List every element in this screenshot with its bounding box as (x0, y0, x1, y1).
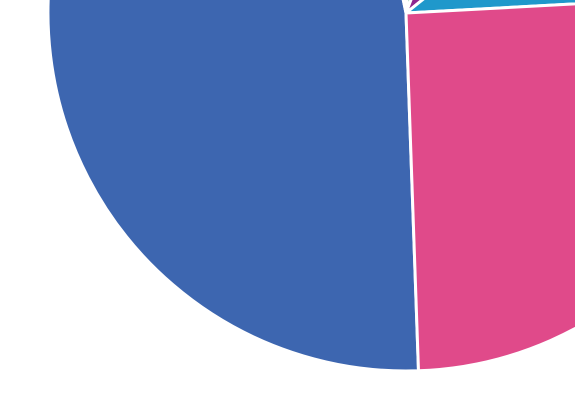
pie-slice-6 (404, 2, 575, 373)
pie-slices (46, 0, 575, 373)
pie-slice-0 (46, 0, 420, 373)
